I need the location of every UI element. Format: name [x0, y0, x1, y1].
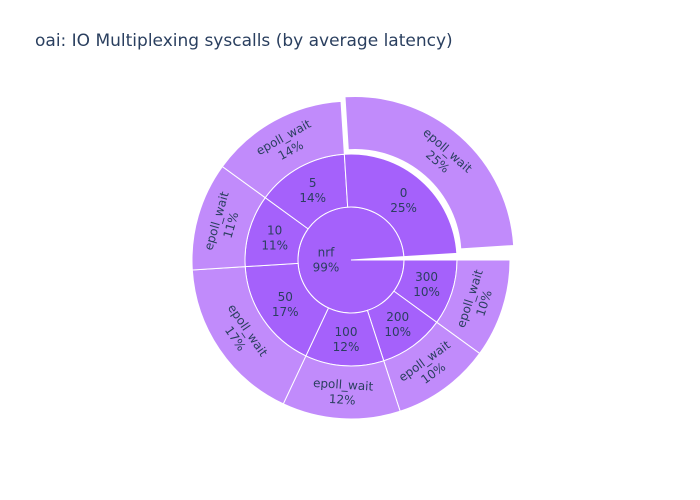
sunburst-outer-segment-5[interactable] [221, 100, 345, 199]
segment-label-50: 50 17% [272, 290, 299, 319]
segment-label-300: 300 10% [413, 270, 440, 299]
segment-label-200: 200 10% [384, 310, 411, 339]
segment-label-0: 0 25% [390, 186, 417, 215]
chart-title: oai: IO Multiplexing syscalls (by averag… [35, 31, 453, 51]
sunburst-outer-segment-0[interactable] [344, 96, 515, 250]
segment-label-5: 5 14% [299, 176, 326, 205]
sunburst-segment-0[interactable] [343, 153, 458, 258]
segment-label-10: 10 11% [261, 223, 288, 252]
root-label: nrf 99% [313, 246, 340, 275]
segment-label-100: 100 12% [333, 325, 360, 354]
outer-label-100: epoll_wait12% [312, 376, 374, 409]
